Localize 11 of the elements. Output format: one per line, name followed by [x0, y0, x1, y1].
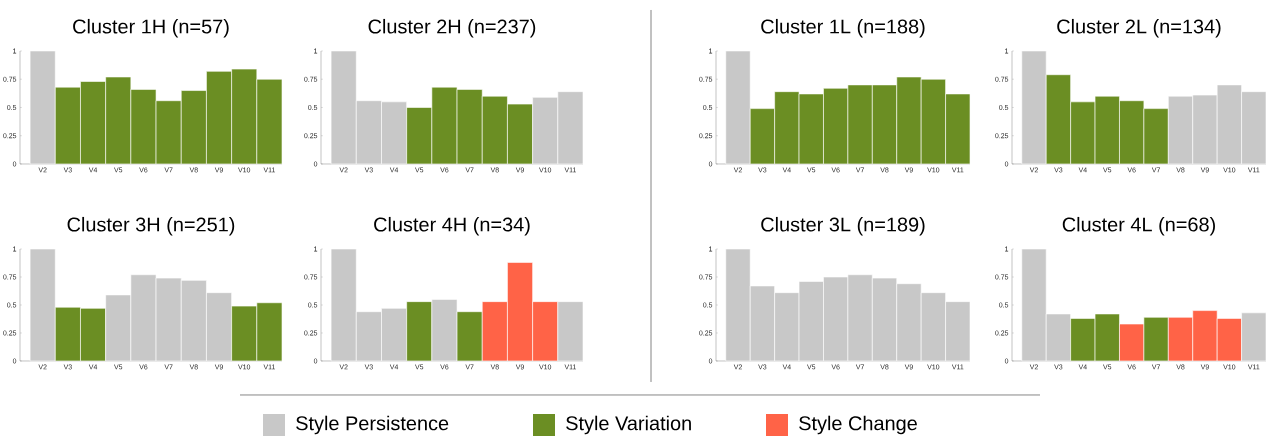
- chart-title: Cluster 3H (n=251): [67, 216, 235, 236]
- category-label: Style Change: [799, 415, 917, 435]
- chart-title: Cluster 1H (n=57): [73, 18, 229, 38]
- chart-title: Cluster 3L (n=189): [761, 216, 925, 236]
- chart-title: Cluster 1L (n=188): [761, 18, 925, 38]
- chart-title: Cluster 4L (n=68): [1062, 216, 1215, 236]
- chart-title: Cluster 4H (n=34): [374, 216, 530, 236]
- chart-title: Cluster 2L (n=134): [1057, 18, 1221, 38]
- chart-title: Cluster 2H (n=237): [368, 18, 536, 38]
- category-label: Style Persistence: [296, 415, 449, 435]
- category-label: Style Variation: [566, 415, 691, 435]
